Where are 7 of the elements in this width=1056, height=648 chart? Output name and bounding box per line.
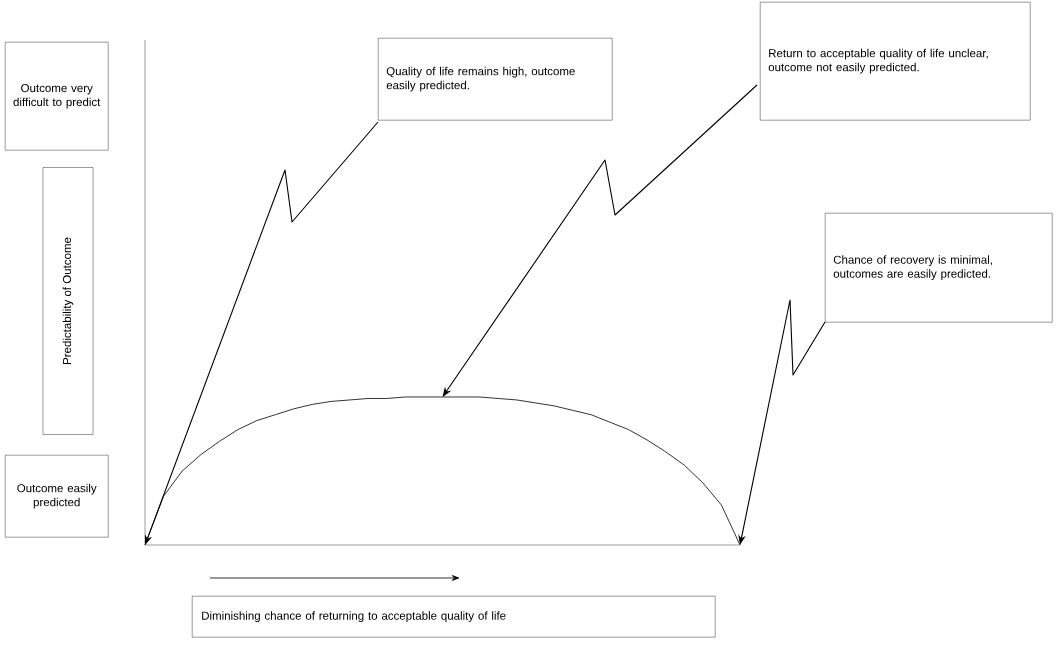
text: Predictability of Outcome [62,237,74,364]
text: Return to acceptable quality of life unclear, outcome not easily predicted. [768,48,988,74]
text: Diminishing chance of returning to acceptable quality of life [202,611,506,623]
text: Quality of life remains high, outcome easily predicted. [386,66,575,92]
text: Outcome very difficult to predict [13,83,101,109]
text: Outcome easily predicted [17,483,97,509]
text: Chance of recovery is minimal, outcomes are easily predicted. [833,255,992,281]
